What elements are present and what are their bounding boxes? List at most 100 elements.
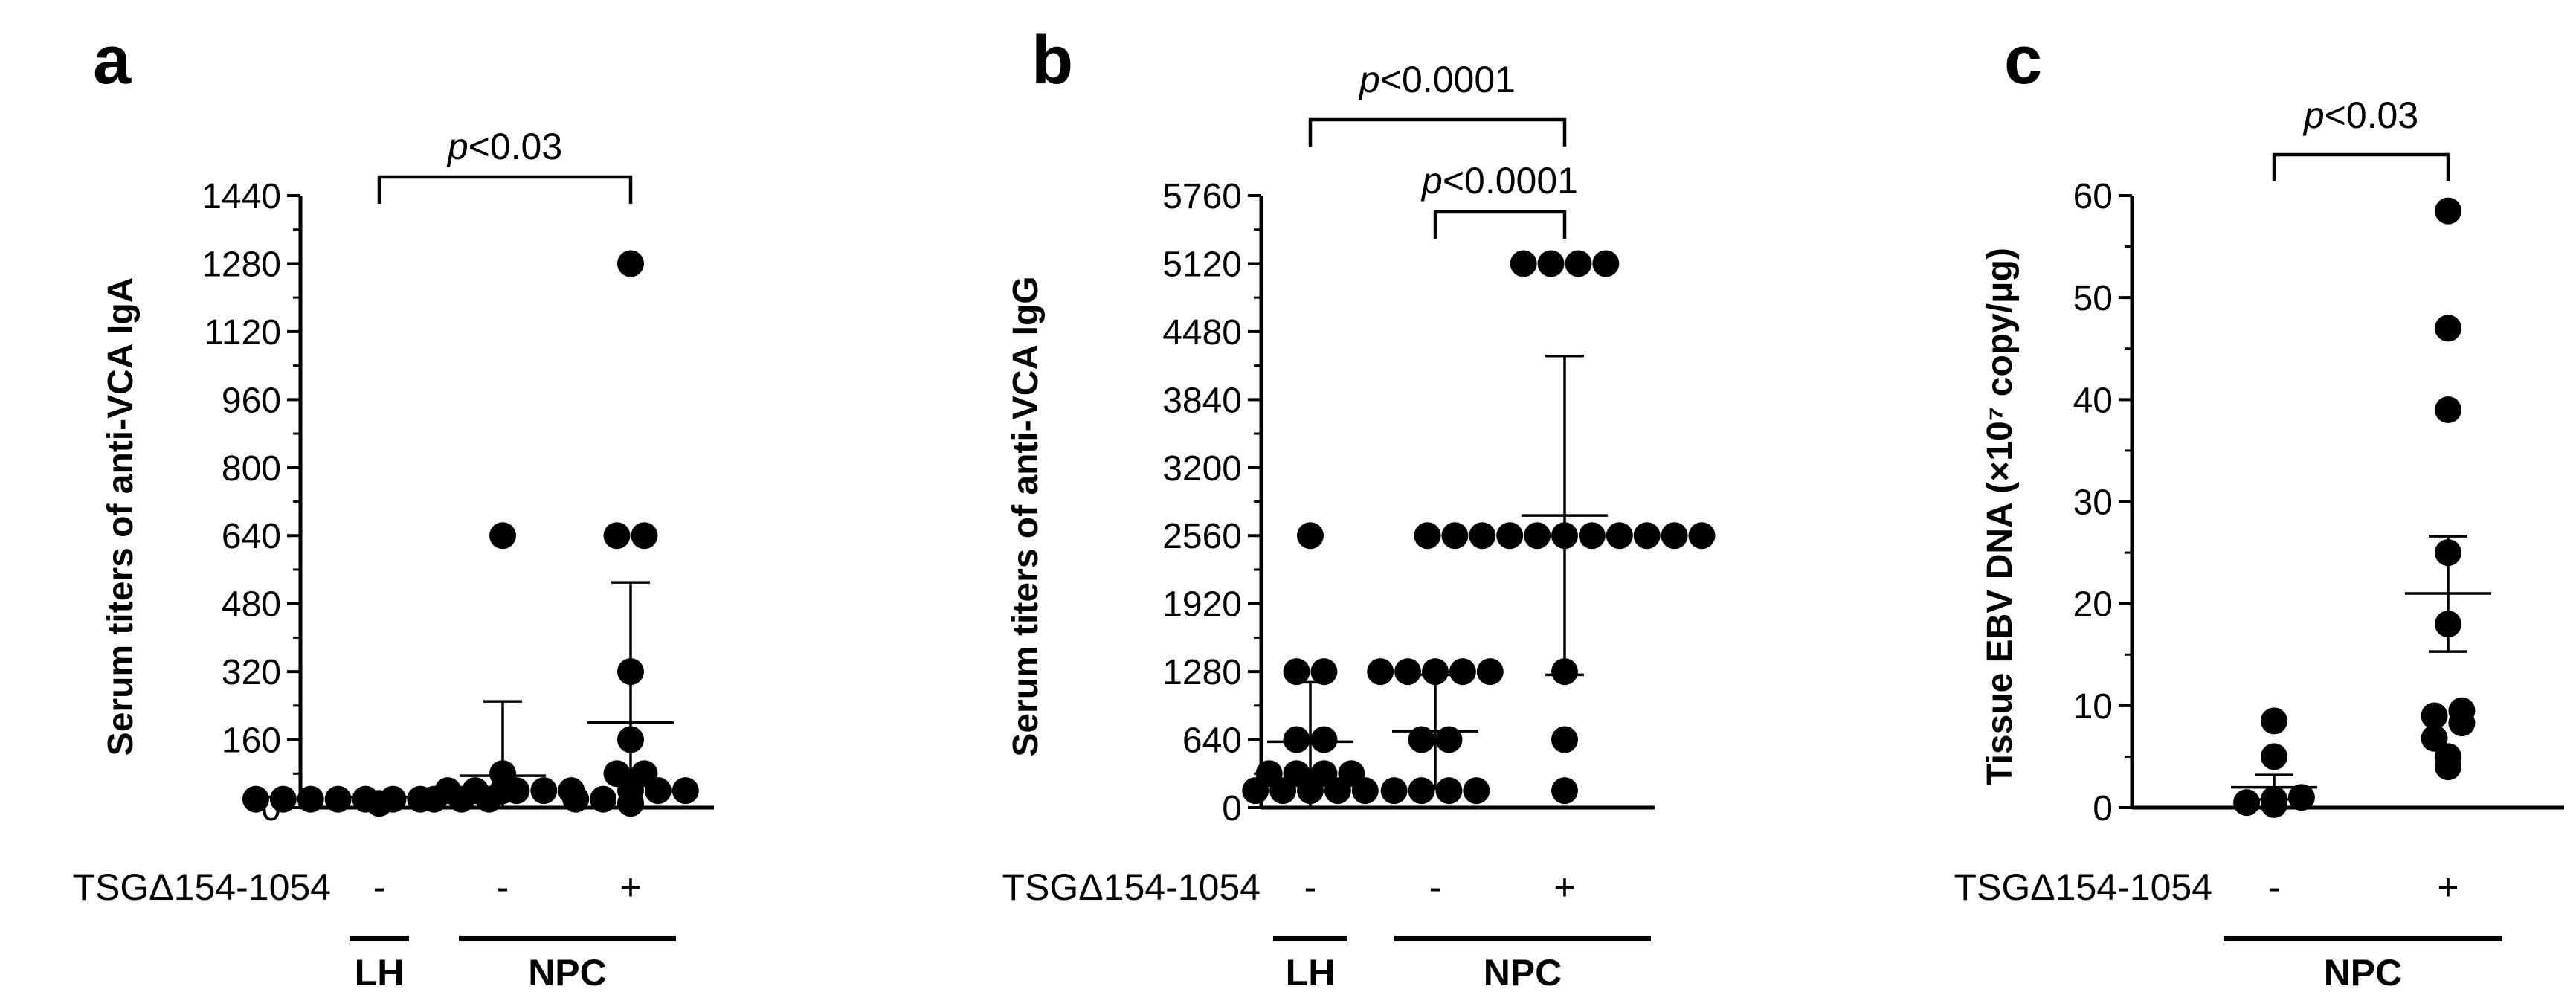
data-point [2261, 791, 2287, 818]
data-point [530, 777, 558, 805]
data-point [1408, 777, 1435, 805]
data-point [1592, 250, 1620, 277]
data-point [644, 777, 672, 805]
panel-c: c 0 10 20 30 40 50 60 Tissue EBV DNA (×10⁷ copy/… [1954, 22, 2564, 994]
treatment-mark: + [2437, 866, 2459, 908]
data-point [448, 785, 475, 813]
data-point [2435, 396, 2461, 424]
y-tick-label: 480 [222, 585, 281, 625]
group-label: LH [355, 952, 405, 994]
data-point [242, 785, 269, 813]
data-point [1551, 726, 1578, 753]
data-point [1524, 522, 1551, 550]
data-point [1449, 658, 1476, 686]
data-point [1414, 522, 1441, 550]
data-point [2287, 784, 2315, 811]
data-point [1435, 777, 1463, 805]
data-point [603, 522, 631, 550]
data-point [590, 785, 617, 813]
data-point [475, 785, 503, 813]
y-axis-title: Serum titers of anti-VCA IgA [101, 277, 141, 756]
panel-letter: c [2004, 22, 2042, 98]
p-value-label: p<0.03 [446, 126, 562, 167]
data-point [617, 250, 644, 277]
y-tick-label: 0 [2093, 789, 2113, 828]
y-tick-label: 30 [2073, 483, 2113, 523]
treatment-mark: - [2268, 866, 2281, 908]
data-point [1324, 777, 1351, 805]
treatment-label: TSGΔ154-1054 [73, 866, 332, 908]
data-point [297, 785, 324, 813]
treatment-label: TSGΔ154-1054 [1954, 866, 2213, 908]
data-point [1435, 726, 1463, 753]
data-point [1283, 726, 1310, 753]
data-point [1269, 777, 1297, 805]
y-axis-title: Tissue EBV DNA (×10⁷ copy/μg) [1980, 248, 2020, 785]
y-tick-label: 160 [222, 721, 281, 761]
significance-bracket [377, 175, 633, 204]
data-point [1408, 726, 1435, 753]
data-point [1394, 658, 1422, 686]
data-point [503, 777, 530, 805]
significance-bracket [1433, 210, 1567, 239]
y-tick-label: 1440 [202, 177, 281, 216]
data-point [269, 785, 297, 813]
data-point [2435, 197, 2461, 225]
y-tick-label: 640 [222, 517, 281, 556]
treatment-mark: + [619, 866, 641, 908]
y-tick-label: 60 [2073, 177, 2113, 216]
data-point [1476, 658, 1504, 686]
data-point [1537, 250, 1565, 277]
data-point [420, 785, 448, 813]
data-point [1688, 522, 1716, 550]
y-tick-label: 1120 [205, 313, 281, 352]
data-point [1463, 777, 1490, 805]
y-tick-label: 40 [2073, 381, 2113, 420]
y-tick-label: 4480 [1162, 313, 1242, 352]
treatment-label: TSGΔ154-1054 [1002, 866, 1261, 908]
y-tick-label: 960 [222, 381, 281, 420]
p-value-label: p<0.03 [2302, 94, 2418, 136]
data-point [2421, 702, 2448, 730]
y-tick-label: 50 [2073, 279, 2113, 318]
treatment-mark: + [1553, 866, 1575, 908]
data-point [2435, 753, 2461, 781]
data-point [1565, 250, 1592, 277]
p-value-label: p<0.0001 [1358, 59, 1516, 100]
data-point [1242, 777, 1269, 805]
data-point [1661, 522, 1688, 550]
y-tick-label: 5120 [1162, 245, 1242, 284]
data-point [1551, 777, 1578, 805]
significance-bracket [2272, 152, 2450, 181]
data-point [2233, 789, 2261, 817]
data-point [324, 785, 352, 813]
data-point [1380, 777, 1408, 805]
y-tick-label: 640 [1182, 721, 1242, 761]
treatment-mark: - [373, 866, 386, 908]
treatment-mark: - [1304, 866, 1317, 908]
y-tick-label: 1920 [1162, 585, 1242, 625]
data-point [2435, 315, 2461, 342]
data-point [672, 777, 699, 805]
y-tick-label: 800 [222, 449, 281, 489]
data-point [2448, 709, 2476, 737]
y-tick-label: 320 [222, 653, 281, 692]
data-point [1367, 658, 1394, 686]
y-tick-label: 5760 [1162, 177, 1242, 216]
data-point [1441, 522, 1469, 550]
panel-letter: a [93, 22, 132, 98]
data-point [2421, 724, 2448, 752]
group-label: LH [1286, 952, 1336, 994]
panel-letter: b [1031, 22, 1073, 98]
y-tick-label: 1280 [202, 245, 281, 284]
group-label: NPC [1484, 952, 1562, 994]
data-point [489, 522, 516, 550]
data-point [1469, 522, 1496, 550]
data-point [1351, 777, 1379, 805]
data-point [1283, 658, 1310, 686]
y-tick-label: 20 [2073, 585, 2113, 625]
data-point [562, 785, 590, 813]
panel-b: b 0 640 1280 1920 2560 3200 3840 4480 5120 5760 Ser… [1002, 22, 1716, 994]
